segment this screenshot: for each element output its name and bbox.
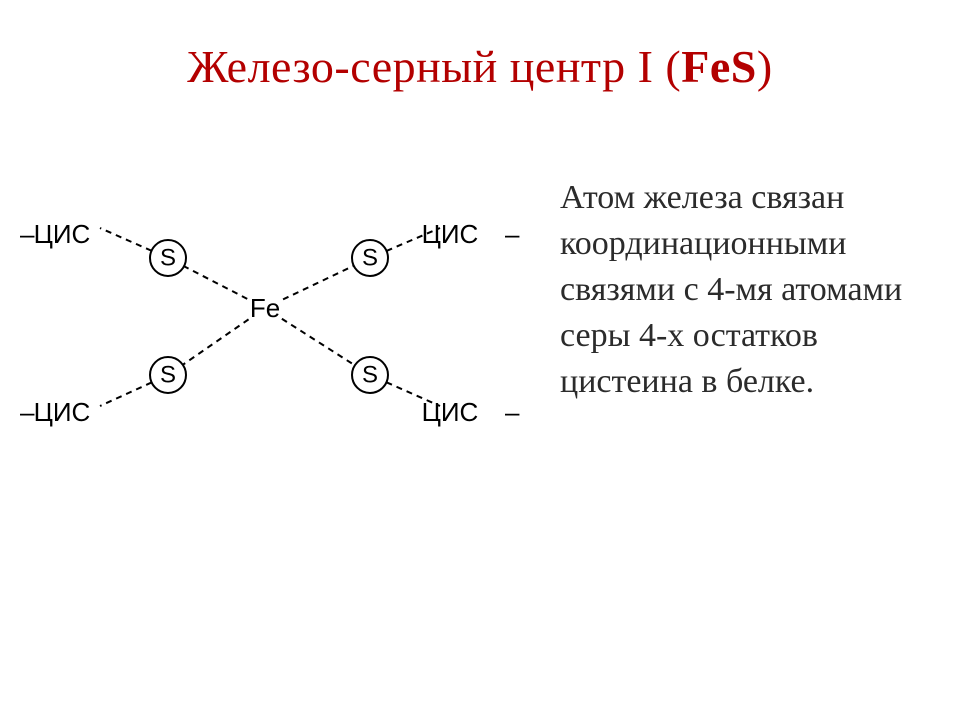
residue-label: ЦИС: [422, 219, 479, 249]
bond-fe-s: [183, 319, 249, 364]
bond-s-cys: [100, 228, 152, 251]
title-bold: FeS: [681, 41, 757, 92]
fes-diagram: SSSSFe–ЦИСЦИС––ЦИСЦИС–: [10, 180, 550, 480]
bond-fe-s: [283, 266, 354, 300]
residue-dash: –: [505, 397, 520, 427]
residue-label: ЦИС: [422, 397, 479, 427]
title-prefix: Железо-серный центр I (: [187, 41, 681, 92]
sulfur-label: S: [362, 245, 378, 272]
fe-label: Fe: [250, 293, 280, 323]
title-suffix: ): [757, 41, 773, 92]
residue-dash: –: [505, 219, 520, 249]
bond-fe-s: [282, 319, 355, 366]
page-title: Железо-серный центр I (FeS): [0, 40, 960, 93]
description-text: Атом железа связан координационными связ…: [560, 175, 940, 404]
sulfur-label: S: [160, 362, 176, 389]
sulfur-label: S: [160, 245, 176, 272]
residue-label: ЦИС: [34, 397, 91, 427]
sulfur-label: S: [362, 362, 378, 389]
bond-fe-s: [184, 266, 247, 299]
bond-s-cys: [100, 382, 152, 406]
residue-label: ЦИС: [34, 219, 91, 249]
